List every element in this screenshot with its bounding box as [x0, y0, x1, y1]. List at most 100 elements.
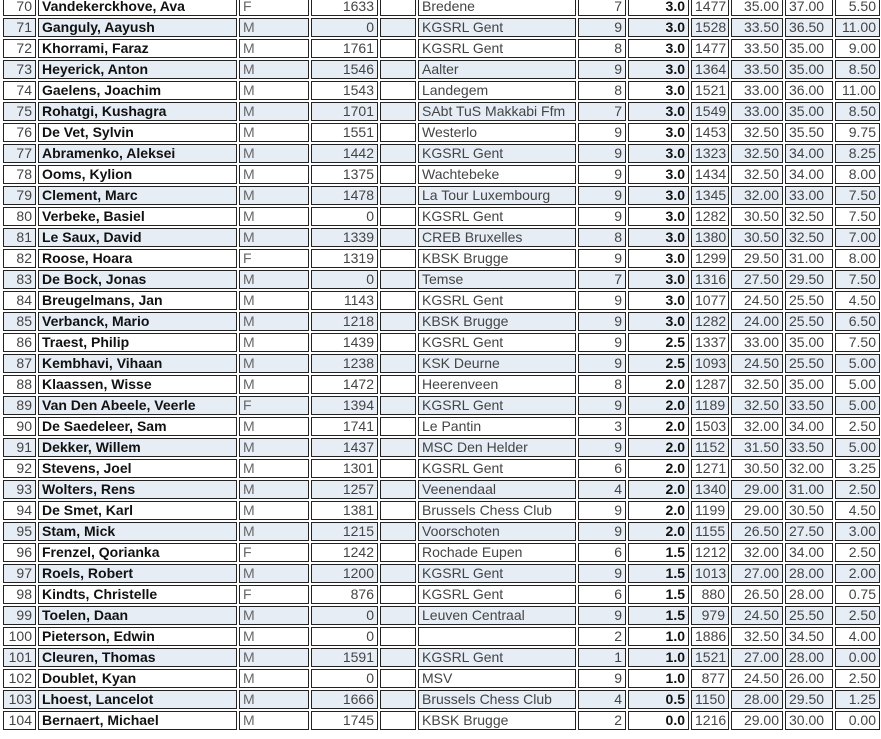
- table-row: 96 Frenzel, Qorianka F 1242 Rochade Eupen 6 1.…: [3, 543, 880, 562]
- rank-cell: 87: [3, 354, 36, 373]
- games-played-cell: 8: [578, 39, 626, 58]
- player-name-cell: Doublet, Kyan: [38, 669, 237, 688]
- games-played-cell: 6: [578, 585, 626, 604]
- points-cell: 3.0: [628, 81, 689, 100]
- table-row: 87 Kembhavi, Vihaan M 1238 KSK Deurne 9 2.5 109…: [3, 354, 880, 373]
- performance-rating-cell: 1503: [691, 417, 729, 436]
- tiebreak-3-cell: 9.00: [835, 39, 880, 58]
- points-cell: 3.0: [628, 123, 689, 142]
- points-cell: 0.0: [628, 711, 689, 730]
- club-cell: MSC Den Helder: [418, 438, 576, 457]
- table-row: 76 De Vet, Sylvin M 1551 Westerlo 9 3.0 1453 32.…: [3, 123, 880, 142]
- games-played-cell: 9: [578, 18, 626, 37]
- club-cell: Rochade Eupen: [418, 543, 576, 562]
- gender-cell: M: [239, 417, 309, 436]
- rating-cell: 1437: [311, 438, 378, 457]
- player-name-cell: Klaassen, Wisse: [38, 375, 237, 394]
- club-cell: KGSRL Gent: [418, 291, 576, 310]
- points-cell: 3.0: [628, 270, 689, 289]
- tiebreak-2-cell: 34.00: [785, 144, 833, 163]
- points-cell: 2.0: [628, 417, 689, 436]
- gender-cell: M: [239, 711, 309, 730]
- club-cell: Le Pantin: [418, 417, 576, 436]
- gender-cell: M: [239, 60, 309, 79]
- performance-rating-cell: 1477: [691, 0, 729, 16]
- title-cell: [380, 270, 416, 289]
- performance-rating-cell: 1316: [691, 270, 729, 289]
- player-name-cell: Stevens, Joel: [38, 459, 237, 478]
- tiebreak-1-cell: 24.00: [731, 312, 783, 331]
- gender-cell: F: [239, 585, 309, 604]
- rating-cell: 0: [311, 627, 378, 646]
- gender-cell: M: [239, 459, 309, 478]
- games-played-cell: 3: [578, 417, 626, 436]
- table-row: 82 Roose, Hoara F 1319 KBSK Brugge 9 3.0 1299 29…: [3, 249, 880, 268]
- rating-cell: 0: [311, 270, 378, 289]
- games-played-cell: 9: [578, 144, 626, 163]
- games-played-cell: 6: [578, 459, 626, 478]
- tiebreak-3-cell: 2.50: [835, 606, 880, 625]
- tiebreak-3-cell: 4.50: [835, 291, 880, 310]
- table-row: 92 Stevens, Joel M 1301 KGSRL Gent 6 2.0 1271 30…: [3, 459, 880, 478]
- games-played-cell: 4: [578, 690, 626, 709]
- rank-cell: 99: [3, 606, 36, 625]
- gender-cell: M: [239, 333, 309, 352]
- title-cell: [380, 312, 416, 331]
- performance-rating-cell: 1189: [691, 396, 729, 415]
- rating-cell: 1381: [311, 501, 378, 520]
- tiebreak-3-cell: 7.00: [835, 228, 880, 247]
- games-played-cell: 2: [578, 711, 626, 730]
- tiebreak-1-cell: 32.50: [731, 165, 783, 184]
- performance-rating-cell: 1477: [691, 39, 729, 58]
- points-cell: 1.0: [628, 669, 689, 688]
- tiebreak-1-cell: 32.50: [731, 396, 783, 415]
- player-name-cell: Breugelmans, Jan: [38, 291, 237, 310]
- games-played-cell: 9: [578, 333, 626, 352]
- rating-cell: 0: [311, 606, 378, 625]
- performance-rating-cell: 1077: [691, 291, 729, 310]
- table-row: 89 Van Den Abeele, Veerle F 1394 KGSRL Gent 9…: [3, 396, 880, 415]
- games-played-cell: 9: [578, 123, 626, 142]
- tiebreak-1-cell: 28.00: [731, 690, 783, 709]
- rank-cell: 89: [3, 396, 36, 415]
- tiebreak-3-cell: 5.50: [835, 0, 880, 16]
- tiebreak-1-cell: 33.50: [731, 60, 783, 79]
- tiebreak-3-cell: 0.75: [835, 585, 880, 604]
- rating-cell: 1666: [311, 690, 378, 709]
- gender-cell: M: [239, 18, 309, 37]
- tiebreak-1-cell: 33.50: [731, 18, 783, 37]
- player-name-cell: Verbeke, Basiel: [38, 207, 237, 226]
- rating-cell: 1257: [311, 480, 378, 499]
- tiebreak-1-cell: 30.50: [731, 228, 783, 247]
- tiebreak-3-cell: 6.50: [835, 312, 880, 331]
- table-row: 74 Gaelens, Joachim M 1543 Landegem 8 3.0 1521 3…: [3, 81, 880, 100]
- tiebreak-2-cell: 34.00: [785, 165, 833, 184]
- performance-rating-cell: 1521: [691, 81, 729, 100]
- tiebreak-3-cell: 7.50: [835, 207, 880, 226]
- player-name-cell: Cleuren, Thomas: [38, 648, 237, 667]
- gender-cell: M: [239, 186, 309, 205]
- games-played-cell: 9: [578, 396, 626, 415]
- tiebreak-2-cell: 25.50: [785, 606, 833, 625]
- gender-cell: M: [239, 690, 309, 709]
- rating-cell: 1375: [311, 165, 378, 184]
- tiebreak-1-cell: 24.50: [731, 606, 783, 625]
- table-row: 97 Roels, Robert M 1200 KGSRL Gent 9 1.5 1013 27…: [3, 564, 880, 583]
- rating-cell: 1242: [311, 543, 378, 562]
- rating-cell: 1543: [311, 81, 378, 100]
- games-played-cell: 2: [578, 627, 626, 646]
- gender-cell: F: [239, 0, 309, 16]
- rank-cell: 79: [3, 186, 36, 205]
- tiebreak-2-cell: 34.50: [785, 627, 833, 646]
- club-cell: KGSRL Gent: [418, 18, 576, 37]
- performance-rating-cell: 1337: [691, 333, 729, 352]
- tiebreak-1-cell: 26.50: [731, 585, 783, 604]
- rating-cell: 1745: [311, 711, 378, 730]
- table-row: 91 Dekker, Willem M 1437 MSC Den Helder 9 2.0 1…: [3, 438, 880, 457]
- title-cell: [380, 522, 416, 541]
- table-row: 86 Traest, Philip M 1439 KGSRL Gent 9 2.5 1337 3…: [3, 333, 880, 352]
- table-row: 95 Stam, Mick M 1215 Voorschoten 9 2.0 1155 26.5…: [3, 522, 880, 541]
- player-name-cell: Vandekerckhove, Ava: [38, 0, 237, 16]
- tiebreak-3-cell: 0.00: [835, 711, 880, 730]
